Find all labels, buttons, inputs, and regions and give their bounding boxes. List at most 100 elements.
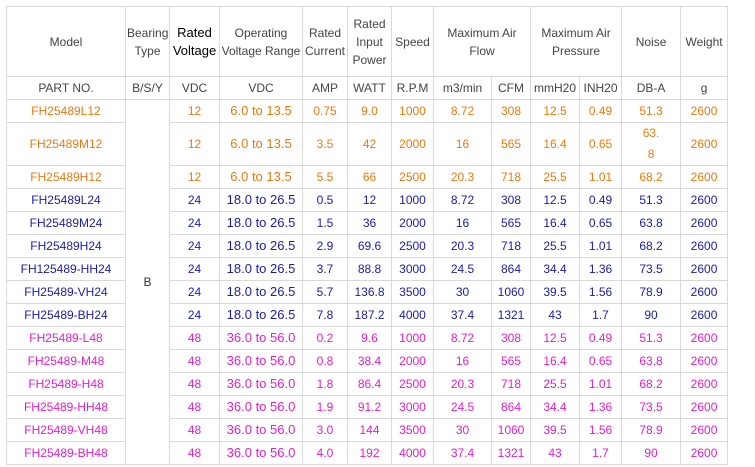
- spec-value: 2.9: [302, 234, 348, 258]
- model-name: FH125489-HH24: [6, 257, 126, 281]
- spec-value: 2500: [391, 372, 434, 396]
- spec-value: 18.0 to 26.5: [219, 188, 303, 212]
- spec-value: 20.3: [433, 372, 492, 396]
- spec-value: 36: [347, 211, 392, 235]
- spec-value: 136.8: [347, 280, 392, 304]
- unit-label: R.P.M: [391, 76, 434, 100]
- spec-value: 9.6: [347, 326, 392, 350]
- unit-label: B/S/Y: [125, 76, 170, 100]
- spec-value: 718: [490, 234, 532, 258]
- spec-value: 1.7: [579, 303, 623, 327]
- spec-value-text: 63.8: [642, 126, 660, 161]
- units-row: PART NO. B/S/Y VDC VDC AMP WATT R.P.M m3/min CFM…: [6, 76, 729, 100]
- column-header: Model: [6, 6, 126, 77]
- model-name: FH25489M24: [6, 211, 126, 235]
- data-row: FH25489H12 12 6.0 to 13.5 5.5 66 2500 20.3 718 2…: [6, 165, 729, 189]
- spec-value: 42: [347, 122, 392, 166]
- unit-label: m3/min: [433, 76, 492, 100]
- spec-value: 2600: [680, 211, 729, 235]
- spec-value: 0.49: [579, 188, 623, 212]
- spec-value: 0.65: [579, 211, 623, 235]
- spec-value: 39.5: [530, 280, 581, 304]
- spec-value: 1060: [490, 418, 532, 442]
- spec-value: 48: [169, 349, 220, 373]
- spec-value: 38.4: [347, 349, 392, 373]
- spec-value: 24: [169, 303, 220, 327]
- spec-value: 6.0 to 13.5: [219, 122, 303, 166]
- table-body: Model Bearing Type Rated Voltage Operating …: [6, 6, 729, 465]
- header-row: Model Bearing Type Rated Voltage Operating …: [6, 6, 729, 77]
- spec-value: 12: [169, 122, 220, 166]
- spec-value: 2600: [680, 165, 729, 189]
- spec-value: 88.8: [347, 257, 392, 281]
- spec-value: 18.0 to 26.5: [219, 257, 303, 281]
- spec-value: 48: [169, 372, 220, 396]
- model-name: FH25489H12: [6, 165, 126, 189]
- spec-value: 69.6: [347, 234, 392, 258]
- spec-value: 4000: [391, 303, 434, 327]
- spec-value: 91.2: [347, 395, 392, 419]
- spec-value: 43: [530, 303, 581, 327]
- column-header: Maximum Air Pressure: [530, 6, 623, 77]
- spec-value: 308: [490, 99, 532, 123]
- spec-value: 36.0 to 56.0: [219, 441, 303, 465]
- model-name: FH25489-VH24: [6, 280, 126, 304]
- column-header: Rated Voltage: [169, 6, 220, 77]
- spec-value: 864: [490, 395, 532, 419]
- spec-value: 1.7: [579, 441, 623, 465]
- spec-value: 68.2: [621, 372, 682, 396]
- spec-value: 2600: [680, 234, 729, 258]
- column-header: Maximum Air Flow: [432, 6, 532, 77]
- spec-value: 565: [490, 211, 532, 235]
- spec-value: 36.0 to 56.0: [219, 372, 303, 396]
- data-row: FH25489-HH48 48 36.0 to 56.0 1.9 91.2 3000 24.…: [6, 395, 729, 419]
- spec-value: 1060: [490, 280, 532, 304]
- data-row: FH25489L12 B 12 6.0 to 13.5 0.75 9.0 1000 8.72 3…: [6, 99, 729, 465]
- spec-value: 2600: [680, 303, 729, 327]
- spec-value: 48: [169, 326, 220, 350]
- spec-value: 48: [169, 395, 220, 419]
- spec-value: 78.9: [621, 418, 682, 442]
- data-row: FH25489-VH48 48 36.0 to 56.0 3.0 144 3500 30 10…: [6, 418, 729, 442]
- spec-value: 37.4: [433, 303, 492, 327]
- spec-value: 8.72: [433, 99, 492, 123]
- spec-value: 2600: [680, 122, 729, 166]
- spec-value: 12.5: [530, 99, 581, 123]
- spec-value: 1321: [490, 303, 532, 327]
- data-row: FH25489M24 24 18.0 to 26.5 1.5 36 2000 16 565 16…: [6, 211, 729, 235]
- data-row: FH25489-M48 48 36.0 to 56.0 0.8 38.4 2000 16 56…: [6, 349, 729, 373]
- spec-value: 1.01: [579, 165, 623, 189]
- unit-label: PART NO.: [6, 76, 126, 100]
- spec-value: 308: [490, 326, 532, 350]
- spec-value: 2600: [680, 99, 729, 123]
- spec-value: 30: [433, 418, 492, 442]
- unit-label: CFM: [490, 76, 532, 100]
- spec-value: 3.5: [302, 122, 348, 166]
- data-row: FH25489L24 24 18.0 to 26.5 0.5 12 1000 8.72 308…: [6, 188, 729, 212]
- data-row: FH25489-VH24 24 18.0 to 26.5 5.7 136.8 3500 30…: [6, 280, 729, 304]
- column-header: Rated Input Power: [347, 6, 392, 77]
- spec-value: 51.3: [621, 99, 682, 123]
- spec-value: 1.56: [579, 418, 623, 442]
- unit-label: mmH20: [530, 76, 581, 100]
- column-header: Operating Voltage Range: [219, 6, 303, 77]
- spec-value: 16: [433, 349, 492, 373]
- spec-value: 7.8: [302, 303, 348, 327]
- spec-value: 90: [621, 303, 682, 327]
- spec-value: 8.72: [433, 326, 492, 350]
- model-name: FH25489-H48: [6, 372, 126, 396]
- spec-value: 73.5: [621, 257, 682, 281]
- spec-value: 1.9: [302, 395, 348, 419]
- spec-value: 48: [169, 418, 220, 442]
- spec-value: 24: [169, 211, 220, 235]
- spec-value: 864: [490, 257, 532, 281]
- model-name: FH25489H24: [6, 234, 126, 258]
- spec-value: 36.0 to 56.0: [219, 418, 303, 442]
- spec-value: 43: [530, 441, 581, 465]
- data-row: FH25489M12 12 6.0 to 13.5 3.5 42 2000 16 565 16.…: [6, 122, 729, 166]
- unit-label: AMP: [302, 76, 348, 100]
- spec-value: 1.36: [579, 257, 623, 281]
- spec-value: 16: [433, 211, 492, 235]
- spec-value: 3.7: [302, 257, 348, 281]
- spec-value: 0.65: [579, 122, 623, 166]
